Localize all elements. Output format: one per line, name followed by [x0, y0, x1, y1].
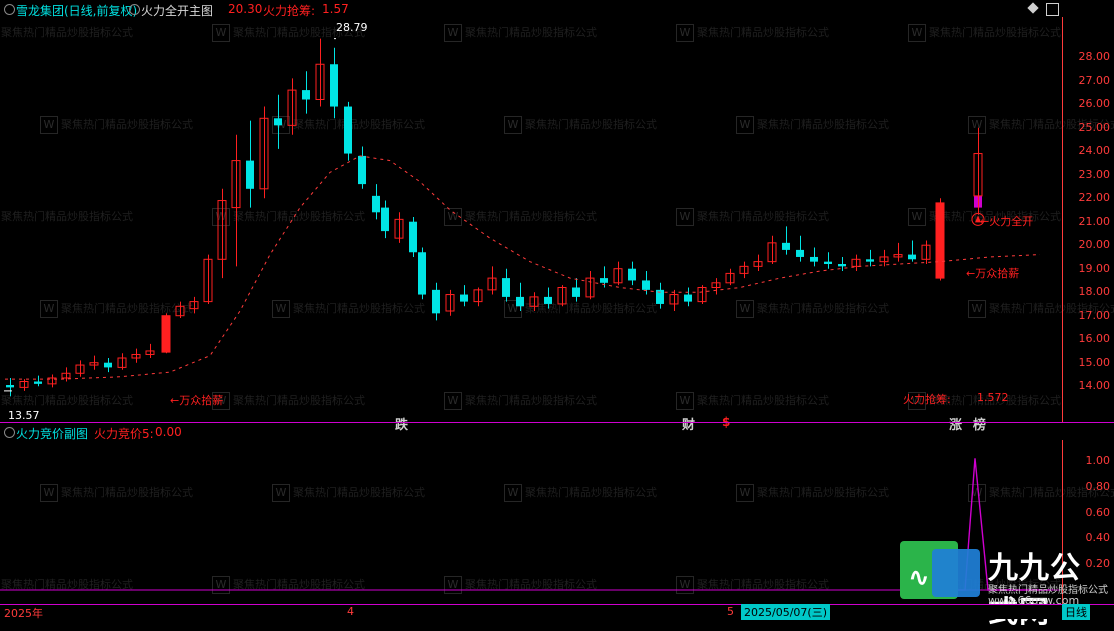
time-axis[interactable]: 2025年 4 5 2025/05/07(三) 日线 — [0, 604, 1114, 620]
buy-tag-left: ←万众拾薪 — [170, 394, 224, 407]
price-tick-label: 23.00 — [1078, 167, 1111, 181]
wave-icon: ∿ — [908, 563, 930, 593]
peak-price-label: 28.79 — [336, 21, 368, 34]
price-tick-label: 18.00 — [1078, 285, 1111, 299]
sub-tick-label: 0.40 — [1085, 531, 1111, 545]
sub-tick-label: 1.00 — [1085, 453, 1111, 467]
last-price: 20.30 — [228, 2, 263, 16]
watermark-char-bang: 榜 — [973, 418, 987, 433]
price-tick-label: 27.00 — [1078, 73, 1111, 87]
sub-pane-title[interactable]: 火力竞价副图 — [16, 427, 89, 441]
price-tick-label: 20.00 — [1078, 238, 1111, 252]
price-tick-label: 16.00 — [1078, 332, 1111, 346]
price-axis-line — [1062, 17, 1063, 422]
watermark-char-cai: 财 — [682, 418, 696, 433]
axis-label-right: 5 — [727, 605, 734, 618]
sub-tick-label: 0.20 — [1085, 557, 1111, 571]
logo-url: www.66gsw.com — [988, 594, 1080, 607]
period-box[interactable]: 日线 — [1062, 604, 1090, 620]
sub-axis-line — [1062, 440, 1063, 605]
selected-date-box: 2025/05/07(三) — [741, 604, 830, 620]
sub-pane-indicator: 火力竞价5: — [94, 427, 154, 441]
watermark-char-die: 跌 — [395, 418, 409, 433]
diamond-icon[interactable] — [1027, 2, 1039, 14]
price-tick-label: 26.00 — [1078, 97, 1111, 111]
axis-label-mid: 4 — [347, 605, 354, 618]
price-candles — [4, 38, 1041, 397]
sub-indicator-value: 1.57 — [322, 2, 349, 16]
watermark-char-zhang: 涨 — [949, 418, 963, 433]
footer-divider — [0, 604, 1114, 605]
price-chart-pane[interactable]: 28.00 27.00 26.00 25.00 24.00 23.00 22.00 21.00… — [0, 17, 1114, 433]
sub-tick-label: 0.60 — [1085, 505, 1111, 519]
price-tick-label: 25.00 — [1078, 120, 1111, 134]
status-value: 1.572 — [977, 391, 1009, 404]
main-indicator-name[interactable]: 火力全开主图 — [141, 4, 214, 18]
axis-label-year: 2025年 — [4, 607, 43, 620]
sub-indicator-toolbar: 火力竞价副图 火力竞价5: 0.00 — [0, 424, 1114, 441]
low-price-label: 13.57 — [8, 409, 40, 422]
circle-icon[interactable] — [129, 4, 140, 15]
logo-blue-square — [932, 549, 980, 597]
site-logo: ∿ 九九公式网 聚焦热门精品炒股指标公式 www.66gsw.com — [900, 541, 1110, 630]
fire-tag: ←火力全开 — [980, 215, 1034, 228]
price-tick-label: 21.00 — [1078, 214, 1111, 228]
pane-divider — [0, 422, 1114, 423]
square-icon[interactable] — [1046, 3, 1059, 16]
price-tick-label: 15.00 — [1078, 355, 1111, 369]
instrument-title: 雪龙集团(日线,前复权) — [16, 4, 138, 18]
logo-subtitle: 聚焦热门精品炒股指标公式 — [988, 585, 1108, 596]
sub-pane-value: 0.00 — [155, 425, 182, 439]
circle-icon[interactable] — [4, 427, 15, 438]
buy-tag-right: ←万众拾薪 — [966, 267, 1020, 280]
price-tick-label: 19.00 — [1078, 261, 1111, 275]
status-label: 火力抢筹: — [903, 393, 951, 406]
price-tick-label: 14.00 — [1078, 379, 1111, 393]
circle-icon[interactable] — [4, 4, 15, 15]
price-tick-label: 24.00 — [1078, 144, 1111, 158]
price-tick-label: 22.00 — [1078, 191, 1111, 205]
price-tick-label: 28.00 — [1078, 50, 1111, 64]
auction-chart-pane[interactable]: 1.00 0.80 0.60 0.40 0.20 — [0, 440, 1114, 605]
sub-tick-label: 0.80 — [1085, 479, 1111, 493]
main-indicator-toolbar: 雪龙集团(日线,前复权) 火力全开主图 20.30 火力抢筹: 1.57 — [0, 0, 1114, 18]
price-tick-label: 17.00 — [1078, 308, 1111, 322]
sub-indicator-label: 火力抢筹: — [263, 4, 316, 18]
